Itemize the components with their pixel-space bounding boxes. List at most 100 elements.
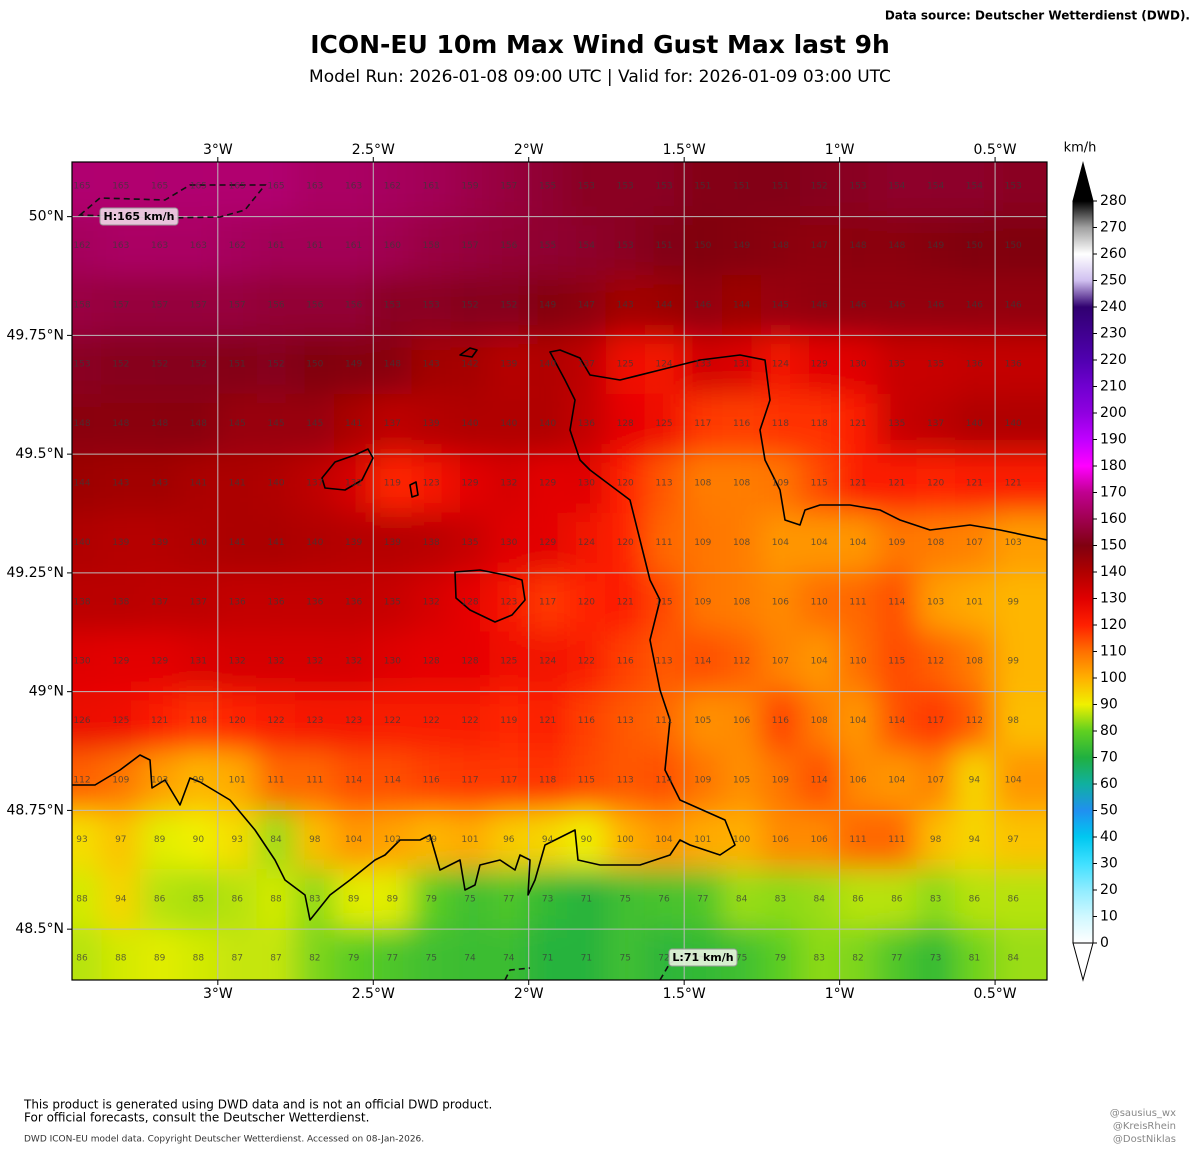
field-value: 114: [888, 597, 905, 607]
field-value: 146: [1005, 300, 1022, 310]
field-cell: [605, 275, 645, 335]
field-cell: [450, 393, 490, 454]
field-value: 137: [578, 360, 595, 370]
field-cell: [72, 512, 102, 573]
field-value: 75: [619, 894, 630, 904]
field-value: 98: [930, 835, 942, 845]
field-cell: [373, 453, 412, 513]
field-value: 104: [888, 776, 905, 786]
field-cell: [295, 453, 335, 513]
label-box: [99, 207, 179, 226]
field-value: 148: [849, 241, 866, 251]
field-cell: [450, 162, 490, 216]
field-cell: [179, 453, 218, 513]
field-cell: [256, 162, 296, 216]
field-value: 137: [927, 419, 944, 429]
field-value: 152: [267, 360, 284, 370]
field-value: 156: [267, 300, 284, 310]
field-cell: [179, 162, 218, 216]
field-cell: [683, 809, 723, 870]
field-value: 104: [772, 538, 789, 548]
field-cell: [179, 512, 218, 573]
field-cell: [295, 215, 335, 276]
field-cell: [334, 869, 373, 929]
field-cell: [722, 512, 761, 573]
field-value: 136: [345, 597, 362, 607]
field-cell: [877, 809, 917, 870]
field-cell: [605, 928, 645, 980]
field-value: 84: [1007, 954, 1019, 964]
field-cell: [450, 928, 490, 980]
field-value: 143: [617, 300, 634, 310]
field-value: 154: [966, 182, 983, 192]
x-tick-label: 2.5°W: [352, 142, 395, 158]
field-cell: [722, 215, 761, 276]
field-value: 142: [461, 360, 478, 370]
field-cell: [528, 512, 567, 573]
field-cell: [411, 275, 451, 335]
field-cell: [411, 869, 451, 929]
field-value: 125: [617, 360, 634, 370]
field-cell: [334, 928, 373, 980]
field-cell: [644, 809, 684, 870]
field-cell: [916, 750, 955, 810]
field-value: 145: [306, 419, 323, 429]
field-value: 116: [772, 716, 789, 726]
field-value: 143: [151, 479, 168, 489]
field-value: 111: [849, 597, 866, 607]
field-value: 86: [1007, 894, 1019, 904]
field-value: 132: [229, 657, 246, 667]
field-value: 145: [229, 419, 246, 429]
field-cell: [256, 215, 296, 276]
field-cell: [101, 928, 141, 980]
field-cell: [217, 215, 257, 276]
field-cell: [256, 750, 296, 810]
field-value: 73: [930, 954, 941, 964]
field-cell: [256, 809, 296, 870]
field-cell: [217, 572, 257, 632]
field-value: 132: [267, 657, 284, 667]
field-cell: [373, 393, 412, 454]
field-cell: [411, 928, 451, 980]
field-cell: [295, 631, 335, 691]
field-cell: [256, 869, 296, 929]
x-tick-label: 1°W: [825, 142, 855, 158]
field-cell: [761, 869, 800, 929]
field-value: 131: [733, 360, 750, 370]
field-value: 99: [425, 835, 437, 845]
field-cell: [683, 453, 723, 513]
field-value: 83: [775, 894, 786, 904]
field-cell: [140, 453, 179, 513]
field-value: 73: [542, 894, 553, 904]
field-cell: [373, 690, 412, 751]
field-cell: [489, 453, 529, 513]
field-cell: [411, 393, 451, 454]
field-value: 129: [539, 538, 556, 548]
field-cell: [72, 928, 102, 980]
island-sark: [409, 481, 419, 498]
field-cell: [567, 512, 606, 573]
field-value: 156: [306, 300, 323, 310]
field-value: 139: [112, 538, 129, 548]
x-tick-label: 3°W: [203, 986, 233, 1002]
field-value: 136: [1005, 360, 1022, 370]
field-cell: [955, 869, 994, 929]
field-cell: [838, 453, 878, 513]
field-value: 114: [811, 776, 828, 786]
field-cell: [72, 393, 102, 454]
field-cell: [179, 631, 218, 691]
field-value: 160: [384, 241, 401, 251]
field-value: 128: [423, 657, 440, 667]
field-value: 146: [849, 300, 866, 310]
field-value: 77: [697, 894, 708, 904]
field-value: 153: [617, 182, 634, 192]
field-cell: [256, 512, 296, 573]
field-value: 158: [73, 300, 90, 310]
field-cell: [295, 750, 335, 810]
field-cell: [955, 453, 994, 513]
field-cell: [140, 162, 179, 216]
colorbar-extend: [1072, 161, 1094, 202]
field-value: 97: [1007, 835, 1018, 845]
field-value: 104: [655, 835, 672, 845]
field-value: 153: [73, 360, 90, 370]
